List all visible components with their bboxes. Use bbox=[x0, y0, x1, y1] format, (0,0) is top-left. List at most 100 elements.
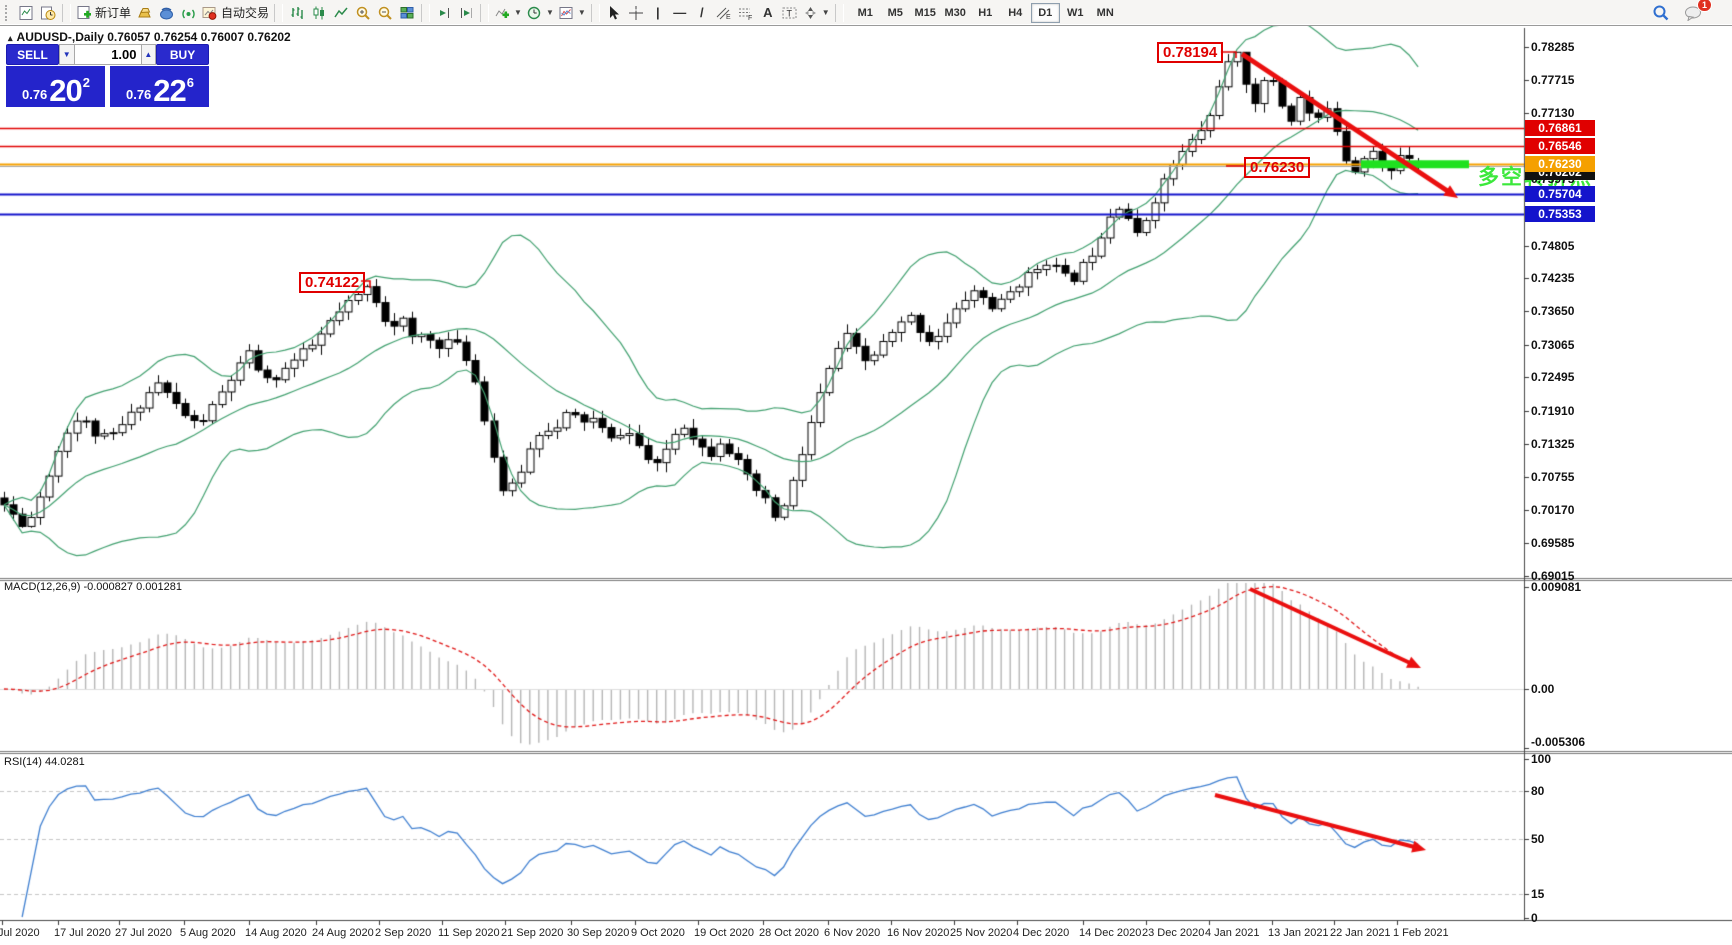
date-label: 22 Jan 2021 bbox=[1330, 927, 1391, 939]
timeframe-button-M30[interactable]: M30 bbox=[944, 6, 966, 19]
rsi-axis-label: 15 bbox=[1531, 887, 1545, 902]
chat-bubble-icon bbox=[1685, 6, 1701, 21]
line-chart-type-button[interactable] bbox=[330, 3, 352, 23]
bar-chart-type-button[interactable] bbox=[286, 3, 308, 23]
signals-icon bbox=[181, 9, 195, 18]
candlestick-chart-type-button[interactable] bbox=[308, 3, 330, 23]
crosshair-icon bbox=[628, 5, 643, 20]
arrows-tool-button[interactable]: ▼ bbox=[801, 3, 832, 23]
cursor-icon bbox=[610, 5, 620, 19]
price-tick-label: 0.70755 bbox=[1531, 469, 1575, 484]
indicators-icon bbox=[495, 8, 510, 18]
svg-text:F: F bbox=[748, 15, 752, 21]
toolbar-separator bbox=[834, 3, 844, 22]
zoom-out-icon bbox=[378, 6, 392, 20]
date-label: 19 Oct 2020 bbox=[694, 927, 754, 939]
date-label: 4 Dec 2020 bbox=[1013, 927, 1070, 939]
label-icon: T bbox=[782, 7, 797, 18]
indicators-button[interactable]: ▼ bbox=[492, 3, 524, 23]
new-order-icon bbox=[77, 5, 91, 19]
date-label: 2 Sep 2020 bbox=[375, 927, 432, 939]
tile-windows-button[interactable] bbox=[396, 3, 418, 23]
price-badge: 0.76861 bbox=[1525, 120, 1595, 137]
rsi-label: RSI(14) 44.0281 bbox=[4, 756, 85, 768]
date-label: 16 Nov 2020 bbox=[887, 927, 950, 939]
timeframe-button-MN[interactable]: MN bbox=[1096, 6, 1114, 19]
date-label: 27 Jul 2020 bbox=[115, 927, 172, 939]
signals-button[interactable] bbox=[177, 3, 199, 23]
history-center-icon bbox=[137, 7, 151, 17]
periods-icon bbox=[527, 6, 541, 19]
buy-price-display[interactable]: 0.76 22 6 bbox=[110, 66, 209, 107]
zoom-out-button[interactable] bbox=[374, 3, 396, 23]
macd-axis-label: 0.00 bbox=[1531, 682, 1555, 696]
date-label: 11 Sep 2020 bbox=[438, 927, 500, 939]
trendline-tool-button[interactable]: / bbox=[691, 3, 713, 23]
auto-scroll-button[interactable] bbox=[433, 3, 455, 23]
timeframe-button-M5[interactable]: M5 bbox=[887, 6, 903, 19]
price-tick-label: 0.74235 bbox=[1531, 271, 1575, 286]
zoom-in-icon bbox=[356, 6, 370, 20]
toolbar-separator bbox=[480, 3, 490, 22]
periods-button[interactable]: ▼ bbox=[524, 3, 556, 23]
vertical-line-tool-button[interactable]: | bbox=[647, 3, 669, 23]
cursor-tool-button[interactable] bbox=[603, 3, 625, 23]
date-label: 5 Aug 2020 bbox=[180, 927, 236, 939]
sell-price-sup: 2 bbox=[82, 75, 91, 90]
date-label: 30 Sep 2020 bbox=[567, 927, 630, 939]
arrows-caret-icon: ▼ bbox=[821, 8, 830, 17]
date-label: 24 Aug 2020 bbox=[312, 927, 374, 939]
volume-decrease-button[interactable]: ▼ bbox=[58, 44, 75, 65]
price-badge: 0.76230 bbox=[1525, 156, 1595, 173]
chart-shift-icon bbox=[461, 7, 473, 18]
sell-button[interactable]: SELL bbox=[6, 44, 59, 65]
pivot-price-annotation[interactable]: 0.76230 bbox=[1244, 157, 1311, 178]
crosshair-tool-button[interactable] bbox=[625, 3, 647, 23]
timeframe-button-H4[interactable]: H4 bbox=[1008, 6, 1023, 19]
channel-tool-button[interactable]: E bbox=[713, 3, 735, 23]
chart-shift-button[interactable] bbox=[455, 3, 477, 23]
price-tick-label: 0.72495 bbox=[1531, 370, 1575, 385]
fibonacci-tool-button[interactable]: F bbox=[735, 3, 757, 23]
timeframe-button-W1[interactable]: W1 bbox=[1066, 6, 1084, 19]
templates-button[interactable]: ▼ bbox=[556, 3, 588, 23]
volume-increase-button[interactable]: ▲ bbox=[140, 44, 157, 65]
label-tool-button[interactable]: T bbox=[779, 3, 801, 23]
zoom-in-button[interactable] bbox=[352, 3, 374, 23]
new-chart-icon bbox=[19, 5, 33, 20]
new-chart-button[interactable] bbox=[15, 3, 37, 23]
toolbar-separator bbox=[590, 3, 600, 22]
profiles-button[interactable] bbox=[37, 3, 59, 23]
search-button[interactable] bbox=[1650, 3, 1672, 23]
sell-price-prefix: 0.76 bbox=[21, 87, 48, 102]
price-tick-label: 0.71910 bbox=[1531, 403, 1575, 418]
price-badge: 0.76546 bbox=[1525, 138, 1595, 155]
timeframe-button-M1[interactable]: M1 bbox=[857, 6, 873, 19]
autotrading-button[interactable]: 自动交易 bbox=[199, 3, 271, 23]
autotrading-icon bbox=[202, 6, 217, 20]
text-tool-button[interactable]: A bbox=[757, 3, 779, 23]
timeframe-button-M15[interactable]: M15 bbox=[914, 6, 936, 19]
collapse-icon[interactable]: ▴ bbox=[8, 33, 13, 43]
profiles-icon bbox=[41, 6, 56, 20]
timeframe-button-D1[interactable]: D1 bbox=[1030, 2, 1060, 23]
swing-price-annotation[interactable]: 0.74122 bbox=[299, 272, 366, 293]
timeframe-button-H1[interactable]: H1 bbox=[978, 6, 993, 19]
metaeditor-button[interactable] bbox=[155, 3, 177, 23]
buy-button[interactable]: BUY bbox=[156, 44, 209, 65]
volume-input[interactable] bbox=[74, 44, 141, 65]
toolbar-grip[interactable] bbox=[5, 4, 12, 21]
new-order-button[interactable]: 新订单 bbox=[74, 3, 133, 23]
metaeditor-icon bbox=[159, 7, 173, 19]
notifications-button[interactable]: 1 bbox=[1682, 0, 1712, 23]
auto-scroll-icon bbox=[440, 7, 450, 18]
sell-price-display[interactable]: 0.76 20 2 bbox=[6, 66, 105, 107]
horizontal-line-tool-button[interactable]: — bbox=[669, 3, 691, 23]
indicators-caret-icon: ▼ bbox=[514, 8, 522, 17]
toolbar: 新订单 自动交易 bbox=[0, 0, 1732, 26]
date-label: 23 Dec 2020 bbox=[1142, 927, 1205, 939]
history-center-button[interactable] bbox=[133, 3, 155, 23]
high-price-annotation[interactable]: 0.78194 bbox=[1157, 42, 1224, 63]
